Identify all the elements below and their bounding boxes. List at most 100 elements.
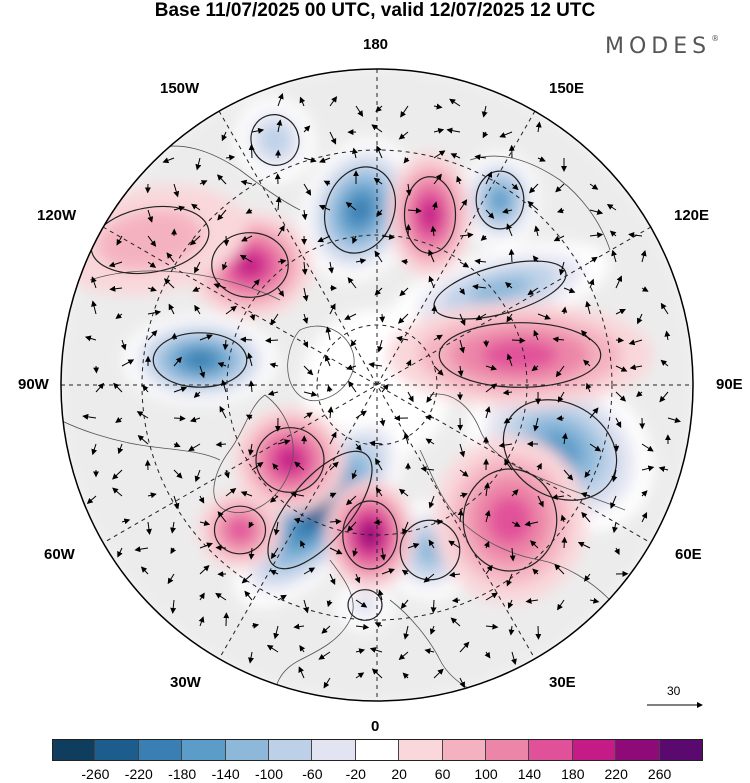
wind-vector [535, 625, 542, 640]
wind-vector [352, 547, 359, 557]
wind-vector [551, 493, 565, 500]
wind-vector [199, 334, 213, 341]
wind-vector [561, 306, 568, 315]
colorbar-swatch [269, 739, 313, 761]
wind-vector [611, 249, 617, 263]
brand-mark: ® [711, 34, 720, 43]
wind-vector [636, 390, 643, 398]
wind-vector [377, 589, 384, 601]
wind-vector [511, 521, 521, 527]
wind-vector [217, 209, 227, 221]
wind-vector [433, 173, 442, 185]
wind-vector [398, 488, 409, 497]
wind-vector [589, 443, 602, 452]
wind-vector [93, 365, 100, 374]
wind-vector [368, 361, 383, 368]
wind-vector [276, 119, 283, 133]
wind-vector [660, 359, 669, 367]
colorbar-tick-label: 180 [561, 766, 585, 782]
wind-vector [527, 287, 539, 296]
contour-low-bering [324, 166, 396, 254]
wind-vector [459, 677, 465, 689]
wind-vector [583, 573, 591, 582]
wind-vector [192, 286, 201, 292]
wind-vector [511, 489, 519, 497]
wind-vector [433, 668, 444, 679]
wind-vector [536, 462, 542, 471]
wind-vector [583, 359, 591, 367]
lon-label-60e: 60E [675, 546, 702, 563]
wind-vector [641, 443, 654, 452]
wind-vector [170, 599, 177, 614]
wind-vector [325, 326, 332, 341]
wind-vector [199, 520, 211, 527]
wind-vector [403, 156, 410, 164]
colorbar-swatch [312, 739, 356, 761]
wind-vector [355, 623, 370, 630]
wind-vector [293, 517, 305, 524]
wind-vector [659, 391, 669, 403]
wind-vector [329, 96, 338, 107]
wind-vector [658, 466, 669, 472]
wind-vector [194, 304, 201, 315]
contour-low-kamchatka [475, 170, 525, 230]
wind-vector [225, 305, 238, 315]
wind-vector [140, 566, 149, 575]
colorbar-tick-label: 20 [391, 766, 407, 782]
wind-vector [163, 278, 175, 289]
wind-vector [373, 177, 383, 185]
wind-vector [329, 461, 339, 471]
wind-vector [303, 599, 310, 614]
wind-vector [120, 339, 127, 351]
wind-vector [405, 359, 412, 367]
colorbar-tick-label: 260 [647, 766, 672, 782]
wind-vector [529, 540, 539, 549]
wind-vector [224, 469, 230, 479]
anomaly-high-alaska-layer-4 [235, 252, 265, 278]
colorbar-swatch [399, 739, 443, 761]
wind-vector [402, 672, 409, 679]
wind-vector [270, 547, 279, 560]
brand-name: MODES [605, 34, 712, 59]
wind-vector [221, 131, 228, 142]
wind-vector [407, 391, 414, 403]
wind-vector [423, 573, 435, 583]
wind-vector [506, 313, 513, 323]
wind-vector [561, 536, 568, 549]
wind-vector [251, 127, 265, 134]
wind-vector [430, 225, 437, 237]
wind-vector [173, 441, 181, 448]
wind-vector [459, 469, 469, 477]
contour-high-europe [213, 505, 267, 555]
wind-vector [537, 495, 544, 508]
wind-vector [506, 353, 513, 367]
wind-vector [555, 365, 565, 378]
wind-vector [527, 201, 539, 211]
colorbar-swatch [95, 739, 139, 761]
wind-vector [215, 441, 227, 448]
wind-vector [275, 196, 282, 211]
wind-vector [376, 145, 383, 159]
wind-vector [303, 567, 316, 575]
wind-vector [448, 540, 461, 549]
wind-vector [199, 365, 206, 379]
colorbar-tick-label: -100 [254, 766, 284, 782]
lon-label-120e: 120E [674, 207, 710, 224]
wind-vector [459, 199, 468, 211]
wind-vector [217, 511, 227, 523]
wind-vector [375, 458, 383, 471]
lon-label-120w: 120W [37, 207, 77, 224]
wind-vector [303, 156, 317, 163]
wind-vector [485, 623, 499, 630]
wind-vector [457, 509, 464, 523]
wind-vector [117, 443, 124, 455]
anomaly-low-bering-layer-5 [348, 196, 372, 224]
wind-vector [355, 258, 367, 265]
wind-vector [346, 364, 357, 371]
wind-vector [303, 125, 311, 133]
wind-vector [402, 521, 409, 535]
wind-vector [499, 131, 513, 138]
wind-vector [459, 287, 465, 295]
colorbar-frame [52, 739, 703, 761]
wind-vector [173, 495, 180, 510]
